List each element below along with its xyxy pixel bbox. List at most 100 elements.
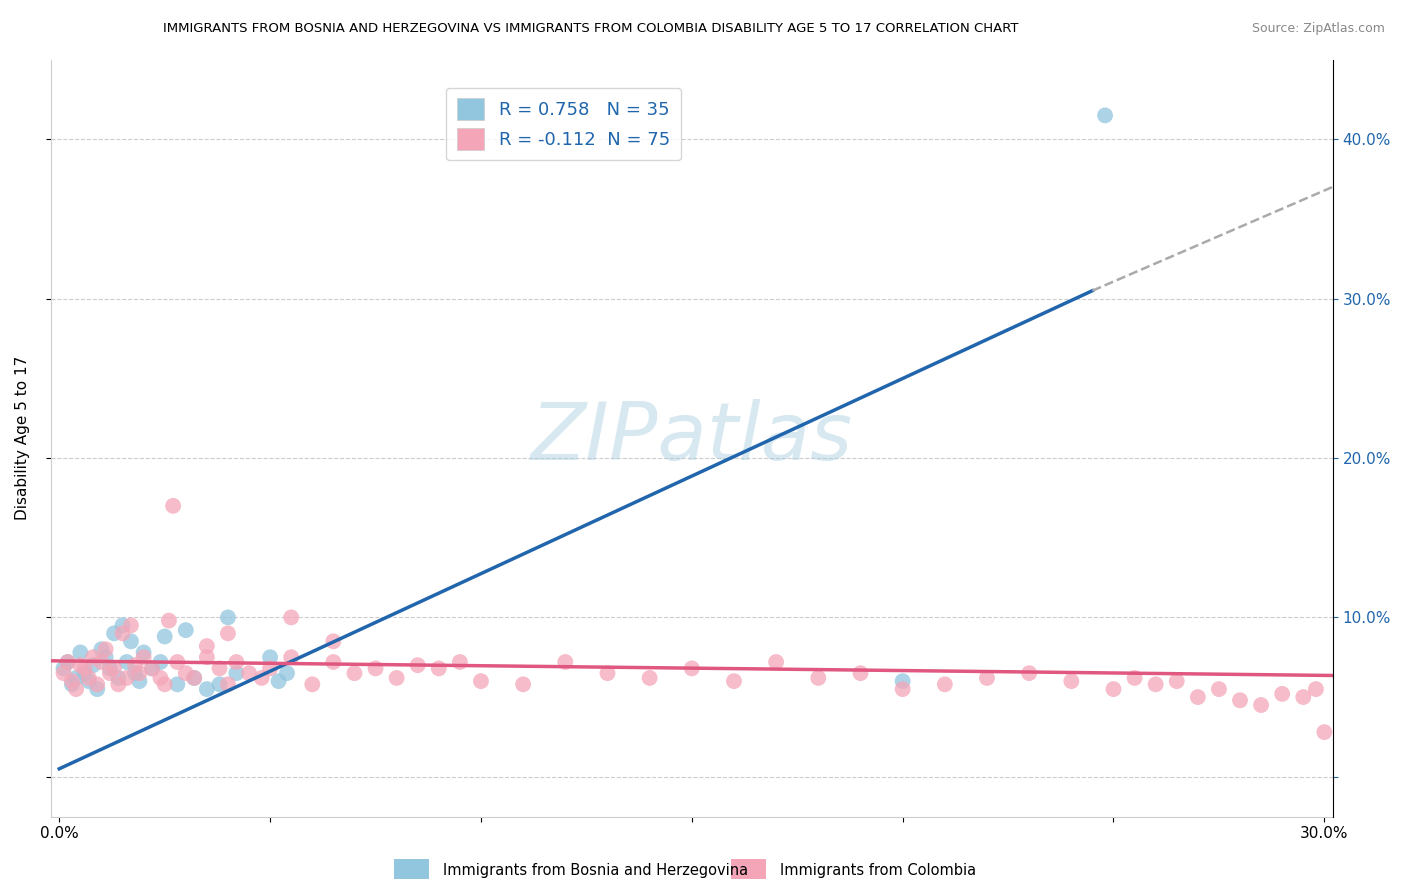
Point: [681, 661, 703, 675]
Text: ZIPatlas: ZIPatlas: [530, 399, 853, 477]
Point: [115, 671, 138, 685]
Point: [94, 650, 117, 665]
Text: Source: ZipAtlas.com: Source: ZipAtlas.com: [1251, 22, 1385, 36]
Point: [1166, 674, 1188, 689]
Point: [52, 666, 75, 681]
Point: [1060, 674, 1083, 689]
Point: [183, 671, 205, 685]
Point: [111, 626, 134, 640]
Point: [259, 661, 281, 675]
Point: [98, 666, 121, 681]
Point: [280, 610, 302, 624]
Point: [107, 671, 129, 685]
Point: [195, 650, 218, 665]
Point: [73, 666, 96, 681]
Point: [77, 674, 100, 689]
Point: [124, 666, 146, 681]
Point: [1018, 666, 1040, 681]
Point: [86, 677, 108, 691]
Point: [115, 655, 138, 669]
Y-axis label: Disability Age 5 to 17: Disability Age 5 to 17: [15, 356, 30, 520]
Point: [891, 674, 914, 689]
Point: [132, 650, 155, 665]
Point: [1313, 725, 1336, 739]
Point: [120, 634, 142, 648]
Point: [174, 666, 197, 681]
Point: [225, 655, 247, 669]
Point: [449, 655, 471, 669]
Point: [166, 677, 188, 691]
Point: [976, 671, 998, 685]
Point: [208, 677, 231, 691]
Point: [891, 682, 914, 697]
Point: [208, 661, 231, 675]
Point: [107, 677, 129, 691]
Point: [82, 650, 104, 665]
Point: [141, 661, 163, 675]
Point: [103, 661, 125, 675]
Point: [90, 642, 112, 657]
Point: [166, 655, 188, 669]
Point: [765, 655, 787, 669]
Point: [250, 671, 273, 685]
Point: [723, 674, 745, 689]
Point: [427, 661, 450, 675]
Point: [128, 666, 150, 681]
Point: [1123, 671, 1146, 685]
Point: [849, 666, 872, 681]
Point: [238, 666, 260, 681]
Point: [128, 674, 150, 689]
Point: [132, 645, 155, 659]
Point: [1208, 682, 1230, 697]
Point: [638, 671, 661, 685]
Point: [157, 614, 180, 628]
Point: [217, 677, 239, 691]
Point: [69, 658, 91, 673]
Point: [217, 610, 239, 624]
Point: [111, 618, 134, 632]
Point: [1144, 677, 1167, 691]
Point: [1094, 108, 1116, 122]
Point: [276, 666, 298, 681]
Point: [149, 655, 172, 669]
Point: [385, 671, 408, 685]
Point: [1187, 690, 1209, 704]
Point: [120, 618, 142, 632]
Point: [60, 674, 83, 689]
Point: [225, 666, 247, 681]
Text: Immigrants from Colombia: Immigrants from Colombia: [780, 863, 976, 878]
Point: [195, 682, 218, 697]
Point: [1102, 682, 1125, 697]
Point: [554, 655, 576, 669]
Point: [77, 671, 100, 685]
Point: [56, 655, 79, 669]
Point: [343, 666, 366, 681]
Point: [364, 661, 387, 675]
Point: [98, 661, 121, 675]
Point: [934, 677, 956, 691]
Point: [149, 671, 172, 685]
Point: [322, 655, 344, 669]
Point: [1229, 693, 1251, 707]
Point: [65, 671, 87, 685]
Point: [259, 650, 281, 665]
Point: [69, 645, 91, 659]
Point: [1271, 687, 1294, 701]
Point: [406, 658, 429, 673]
Point: [52, 661, 75, 675]
Point: [470, 674, 492, 689]
Point: [1250, 698, 1272, 712]
Point: [162, 499, 184, 513]
Point: [267, 674, 290, 689]
Text: IMMIGRANTS FROM BOSNIA AND HERZEGOVINA VS IMMIGRANTS FROM COLOMBIA DISABILITY AG: IMMIGRANTS FROM BOSNIA AND HERZEGOVINA V…: [163, 22, 1018, 36]
Point: [153, 677, 176, 691]
Point: [807, 671, 830, 685]
Point: [86, 682, 108, 697]
Point: [280, 650, 302, 665]
Point: [1292, 690, 1315, 704]
Point: [82, 658, 104, 673]
Point: [1305, 682, 1327, 697]
Point: [103, 626, 125, 640]
Point: [94, 642, 117, 657]
Point: [596, 666, 619, 681]
